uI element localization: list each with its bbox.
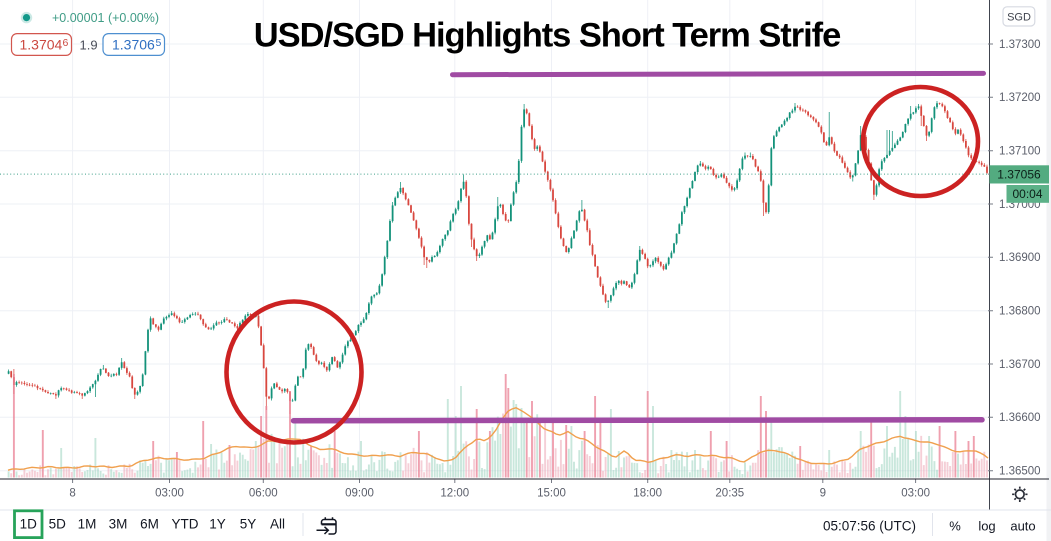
- svg-text:9: 9: [820, 488, 826, 500]
- svg-text:00:04: 00:04: [1012, 187, 1042, 201]
- svg-text:1.3704: 1.3704: [20, 37, 63, 53]
- svg-text:5: 5: [156, 37, 162, 49]
- svg-text:SGD: SGD: [1007, 11, 1031, 23]
- svg-text:log: log: [978, 519, 995, 534]
- svg-text:USD/SGD Highlights Short Term: USD/SGD Highlights Short Term Strife: [254, 17, 841, 55]
- svg-text:5Y: 5Y: [240, 517, 257, 532]
- svg-text:20:35: 20:35: [715, 488, 744, 500]
- svg-text:09:00: 09:00: [345, 488, 374, 500]
- svg-text:6: 6: [63, 37, 69, 49]
- svg-text:1.36600: 1.36600: [999, 412, 1041, 424]
- svg-text:6M: 6M: [140, 517, 159, 532]
- svg-text:15:00: 15:00: [537, 488, 566, 500]
- svg-text:1.36800: 1.36800: [999, 306, 1041, 318]
- svg-text:YTD: YTD: [172, 517, 199, 532]
- svg-text:5D: 5D: [49, 517, 67, 532]
- svg-text:06:00: 06:00: [249, 488, 278, 500]
- svg-text:1.36500: 1.36500: [999, 466, 1041, 478]
- svg-text:1.36900: 1.36900: [999, 252, 1041, 264]
- svg-text:1.9: 1.9: [80, 38, 98, 53]
- svg-text:1M: 1M: [78, 517, 97, 532]
- svg-text:1.36700: 1.36700: [999, 359, 1041, 371]
- svg-text:%: %: [949, 519, 961, 534]
- svg-text:12:00: 12:00: [440, 488, 469, 500]
- svg-text:1Y: 1Y: [209, 517, 226, 532]
- svg-text:All: All: [270, 517, 285, 532]
- svg-text:03:00: 03:00: [901, 488, 930, 500]
- svg-text:03:00: 03:00: [155, 488, 184, 500]
- svg-text:auto: auto: [1010, 519, 1035, 534]
- svg-text:1D: 1D: [20, 517, 38, 532]
- svg-text:1.37200: 1.37200: [999, 92, 1041, 104]
- svg-text:3M: 3M: [109, 517, 128, 532]
- svg-text:1.37100: 1.37100: [999, 146, 1041, 158]
- svg-text:1.37056: 1.37056: [997, 167, 1041, 181]
- svg-text:05:07:56 (UTC): 05:07:56 (UTC): [823, 519, 916, 534]
- svg-text:1.3706: 1.3706: [112, 37, 155, 53]
- svg-text:+0.00001 (+0.00%): +0.00001 (+0.00%): [52, 11, 159, 25]
- svg-text:8: 8: [69, 488, 75, 500]
- svg-text:18:00: 18:00: [633, 488, 662, 500]
- svg-text:1.37300: 1.37300: [999, 39, 1041, 51]
